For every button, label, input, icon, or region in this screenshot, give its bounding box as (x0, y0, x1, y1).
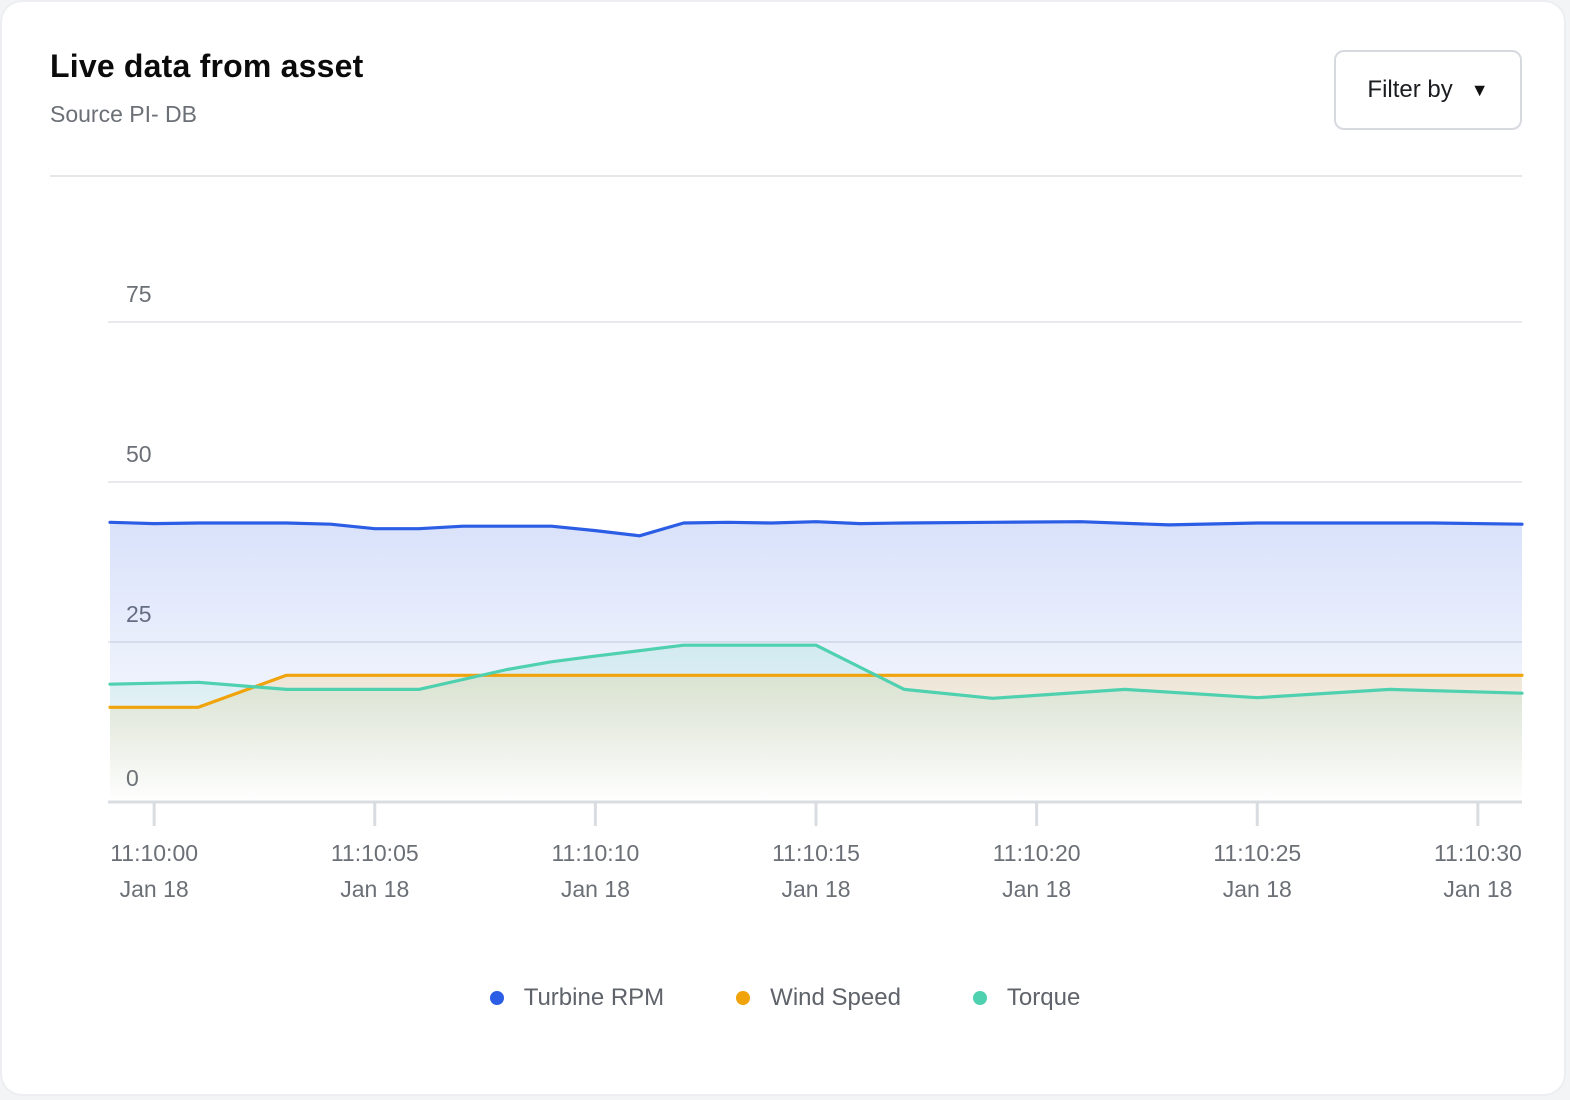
caret-down-icon: ▼ (1470, 79, 1489, 100)
legend-dot-icon (736, 991, 751, 1005)
series-line-wind-speed (108, 673, 1524, 709)
filter-by-button[interactable]: Filter by ▼ (1334, 50, 1522, 130)
x-tick-date-label: Jan 18 (781, 876, 850, 902)
header-divider (50, 175, 1522, 177)
legend-label: Torque (1006, 984, 1081, 1011)
x-tick-date-label: Jan 18 (340, 876, 409, 902)
x-tick-time-label: 11:10:00 (110, 840, 198, 866)
card-subtitle: Source PI- DB (50, 101, 197, 127)
legend-dot-icon (489, 991, 504, 1005)
x-tick-time-label: 11:10:25 (1213, 840, 1301, 866)
filter-by-label: Filter by (1367, 76, 1453, 103)
x-tick-time-label: 11:10:30 (1434, 840, 1522, 866)
legend-label: Turbine RPM (523, 984, 665, 1011)
x-tick-date-label: Jan 18 (1443, 876, 1512, 902)
series-line-turbine-rpm (108, 520, 1524, 538)
x-tick-time-label: 11:10:15 (772, 840, 860, 866)
x-tick-date-label: Jan 18 (1002, 876, 1071, 902)
legend-item-wind-speed[interactable]: Wind Speed (736, 984, 901, 1012)
x-tick-date-label: Jan 18 (561, 876, 630, 902)
x-tick-date-label: Jan 18 (1223, 876, 1292, 902)
series-area-torque (110, 645, 1522, 802)
y-tick-label: 75 (126, 281, 152, 307)
y-tick-label: 50 (126, 441, 152, 467)
card-title: Live data from asset (50, 48, 364, 84)
legend-item-turbine-rpm[interactable]: Turbine RPM (489, 984, 665, 1012)
x-tick-time-label: 11:10:10 (551, 840, 639, 866)
x-tick-time-label: 11:10:05 (331, 840, 419, 866)
legend-label: Wind Speed (770, 984, 901, 1011)
x-tick-date-label: Jan 18 (120, 876, 189, 902)
x-tick-time-label: 11:10:20 (993, 840, 1081, 866)
legend-item-torque[interactable]: Torque (972, 984, 1081, 1012)
series-line-torque (108, 643, 1524, 700)
legend-dot-icon (972, 991, 987, 1005)
chart-legend: Turbine RPM Wind Speed Torque (2, 984, 1564, 1012)
